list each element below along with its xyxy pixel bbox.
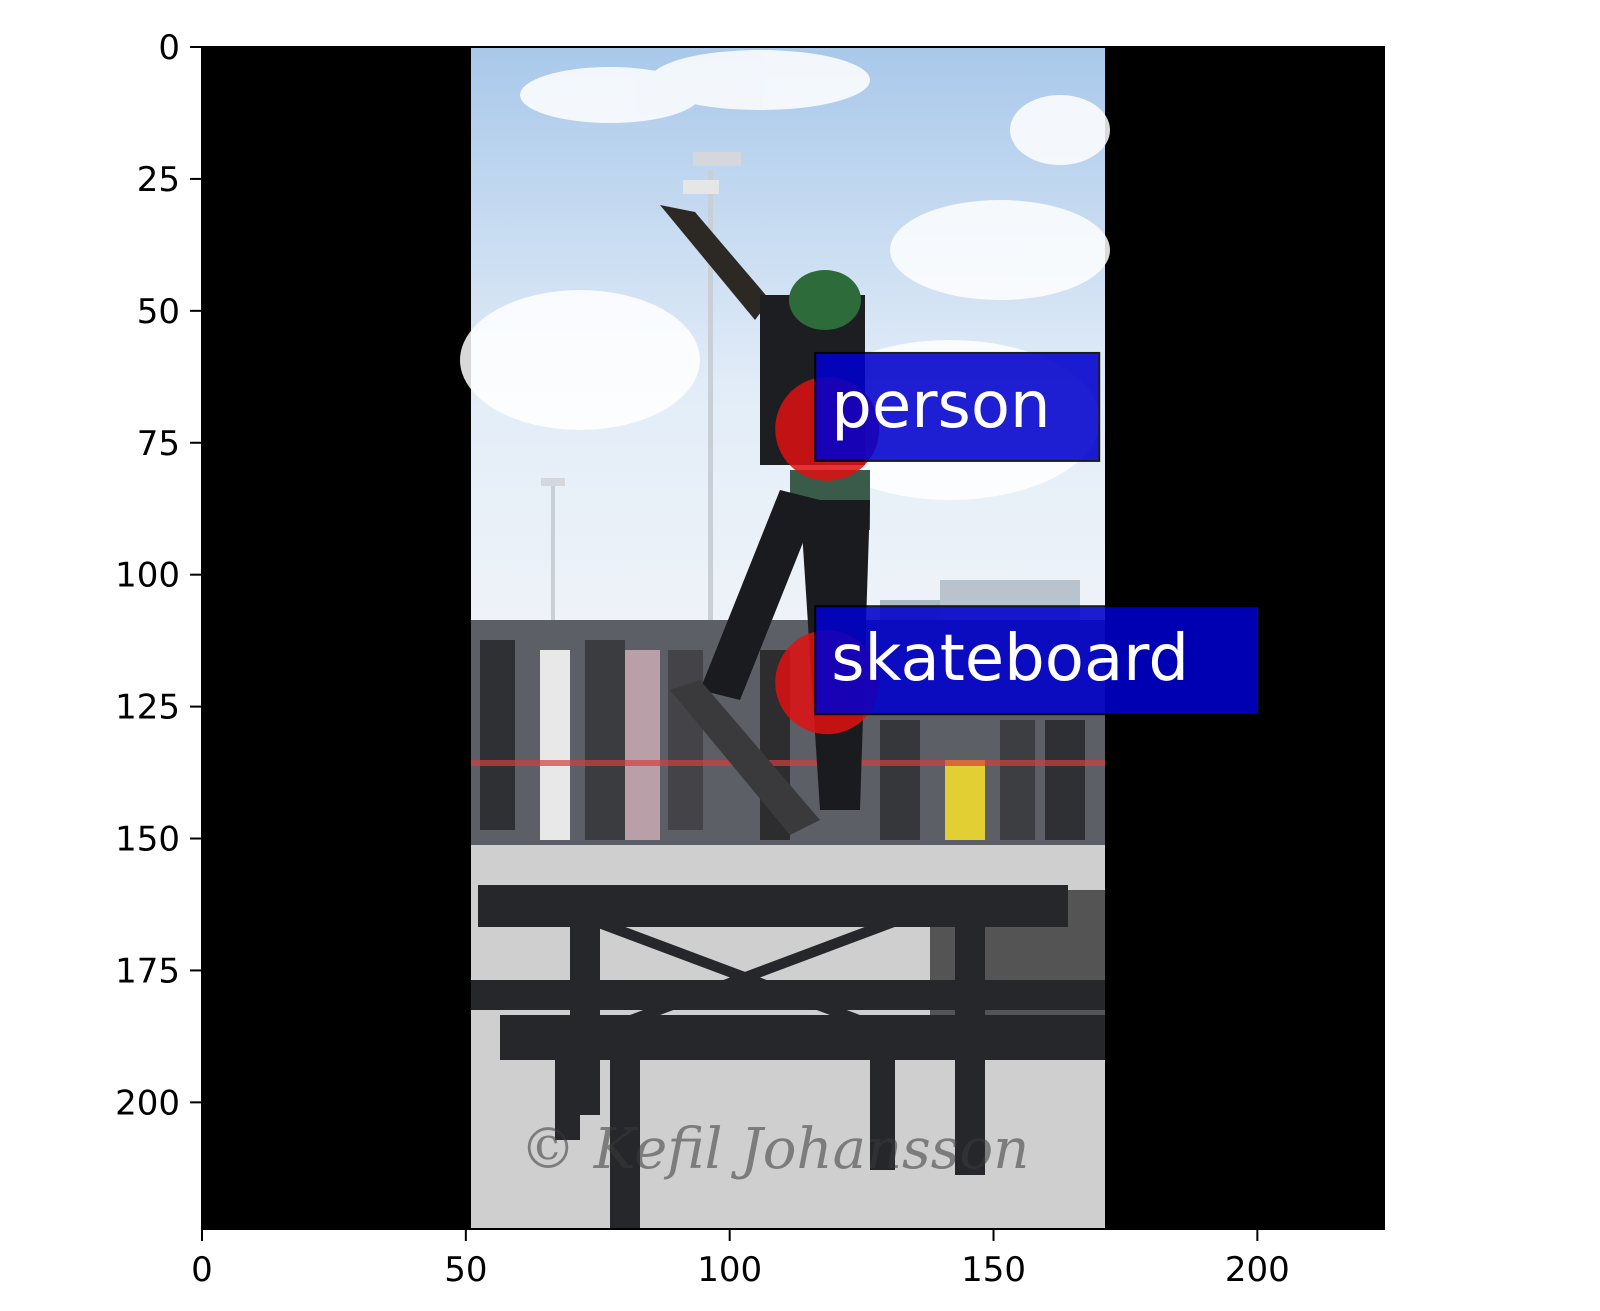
x-axis: 0 50 100 150 200: [191, 1229, 1290, 1290]
label-box-skateboard: [814, 605, 1261, 716]
y-tick-label-100: 100: [115, 556, 180, 596]
y-tick-label-50: 50: [137, 292, 180, 332]
y-axis: 0 25 50 75 100 125 150 175 200: [115, 28, 202, 1123]
label-box-person: [814, 351, 1101, 462]
x-tick-label-200: 200: [1225, 1250, 1290, 1290]
watermark: © Kefil Johansson: [520, 1117, 1029, 1182]
y-tick-label-75: 75: [137, 424, 180, 464]
x-tick-label-100: 100: [697, 1250, 762, 1290]
label-text-skateboard: skateboard: [831, 622, 1189, 696]
y-tick-label-0: 0: [158, 28, 180, 68]
axes-frame: [201, 46, 1385, 1230]
label-text-person: person: [831, 369, 1050, 443]
y-tick-label-150: 150: [115, 820, 180, 860]
x-tick-label-150: 150: [961, 1250, 1026, 1290]
x-tick-label-0: 0: [191, 1250, 213, 1290]
x-tick-label-50: 50: [444, 1250, 487, 1290]
detection-labels: person skateboard: [814, 351, 1261, 716]
y-tick-label-200: 200: [115, 1083, 180, 1123]
picnic-table: [471, 885, 1105, 1229]
y-tick-label-25: 25: [137, 160, 180, 200]
y-tick-label-175: 175: [115, 951, 180, 991]
y-tick-label-125: 125: [115, 688, 180, 728]
